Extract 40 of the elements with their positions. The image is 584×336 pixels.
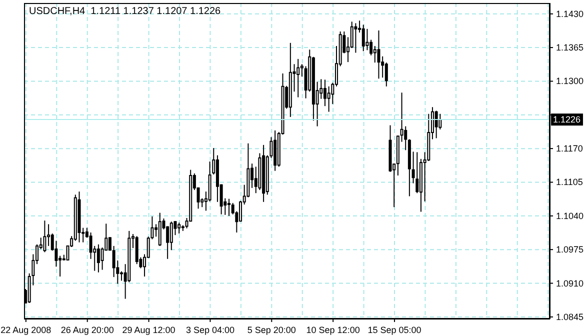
candlestick <box>377 30 380 80</box>
x-tick-label: 10 Sep 12:00 <box>306 325 360 335</box>
ref-line-label: 1.1226 <box>553 114 581 125</box>
candlestick <box>120 270 123 282</box>
candlestick <box>323 79 326 107</box>
chart-title: USDCHF,H4 1.1211 1.1237 1.1207 1.1226 <box>29 6 221 17</box>
candlestick <box>434 110 438 139</box>
x-tick-label: 5 Sep 20:00 <box>247 325 296 335</box>
y-tick-label: 1.0845 <box>556 312 584 322</box>
candlestick <box>227 198 230 216</box>
candlestick <box>373 45 376 64</box>
candlestick <box>362 24 365 52</box>
y-tick-label: 1.1430 <box>556 8 584 19</box>
candlestick <box>135 236 138 265</box>
candlestick <box>354 22 358 54</box>
candlestick <box>370 39 373 56</box>
candlestick <box>296 58 300 98</box>
y-tick-label: 1.1040 <box>556 210 584 221</box>
candlestick <box>43 220 46 253</box>
candlestick <box>350 21 354 49</box>
x-tick-label: 26 Aug 20:00 <box>60 325 114 335</box>
y-tick-label: 1.1170 <box>556 144 583 154</box>
candlestick <box>178 222 181 234</box>
candlestick <box>158 212 162 246</box>
candlestick <box>416 152 419 194</box>
y-tick-label: 1.1365 <box>556 42 584 53</box>
candlestick <box>300 64 304 78</box>
candlestick <box>327 86 330 112</box>
y-tick-label: 1.1300 <box>556 76 584 86</box>
x-tick-label: 29 Aug 12:00 <box>122 325 176 335</box>
y-tick-label: 1.0910 <box>556 278 584 288</box>
y-tick-label: 1.1105 <box>556 177 583 188</box>
x-tick-label: 3 Sep 04:00 <box>186 325 234 335</box>
x-tick-label: 22 Aug 2008 <box>0 325 52 335</box>
x-tick-label: 15 Sep 05:00 <box>368 325 422 335</box>
candlestick <box>170 221 173 251</box>
y-tick-label: 1.0975 <box>556 244 584 255</box>
candlestick <box>366 28 369 51</box>
candlestick <box>96 244 100 273</box>
candlestick <box>384 62 388 87</box>
